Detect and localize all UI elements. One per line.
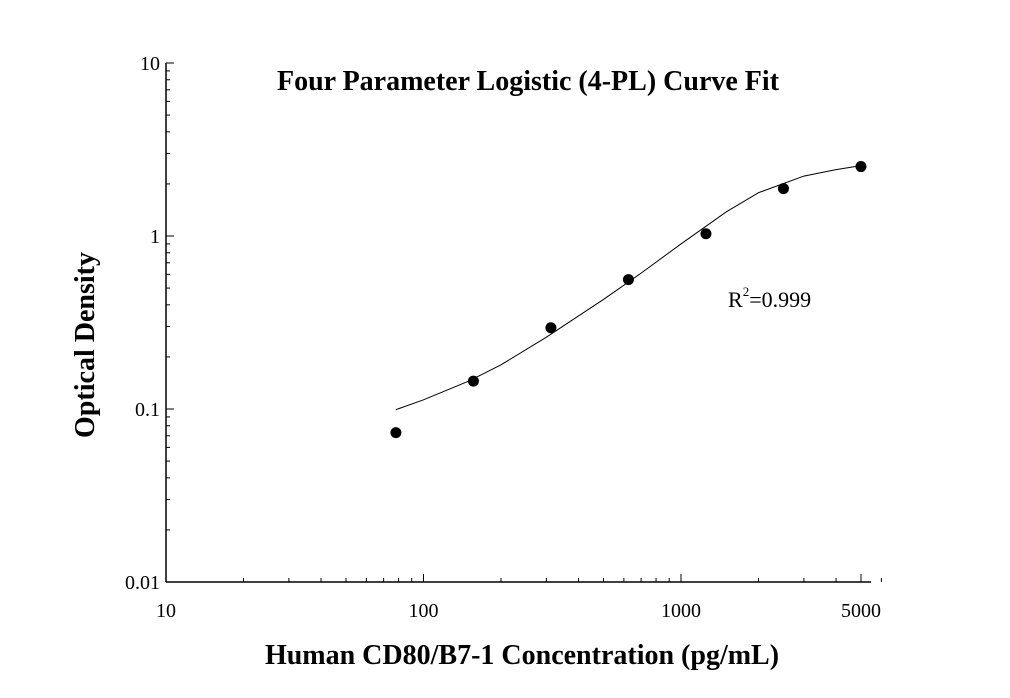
data-point bbox=[622, 274, 634, 286]
chart-title: Four Parameter Logistic (4-PL) Curve Fit bbox=[277, 66, 780, 97]
data-point bbox=[700, 228, 712, 240]
x-ticks: 10 100 1000 5000 bbox=[156, 574, 882, 622]
data-point bbox=[545, 322, 557, 334]
y-axis-label: Optical Density bbox=[70, 252, 101, 438]
x-axis-label: Human CD80/B7-1 Concentration (pg/mL) bbox=[265, 640, 779, 671]
data-point bbox=[467, 375, 479, 387]
r-squared-superscript: 2 bbox=[743, 284, 750, 299]
y-ticks: 0.01 0.1 1 10 bbox=[125, 53, 174, 594]
y-tick-label: 0.1 bbox=[135, 399, 160, 421]
r-squared-value: =0.999 bbox=[749, 287, 811, 312]
y-tick-label: 0.01 bbox=[125, 572, 160, 594]
data-points bbox=[390, 161, 867, 439]
x-tick-label: 5000 bbox=[841, 600, 881, 622]
data-point bbox=[777, 183, 789, 195]
x-tick-label: 100 bbox=[409, 600, 439, 622]
x-tick-label: 1000 bbox=[661, 600, 701, 622]
r-squared-annotation: R2=0.999 bbox=[728, 284, 811, 312]
y-tick-label: 10 bbox=[140, 53, 160, 75]
data-point bbox=[390, 427, 402, 439]
x-tick-label: 10 bbox=[156, 600, 176, 622]
y-tick-label: 1 bbox=[150, 226, 160, 248]
data-point bbox=[855, 161, 867, 173]
r-squared-label: R bbox=[728, 287, 743, 312]
axes bbox=[165, 63, 871, 583]
